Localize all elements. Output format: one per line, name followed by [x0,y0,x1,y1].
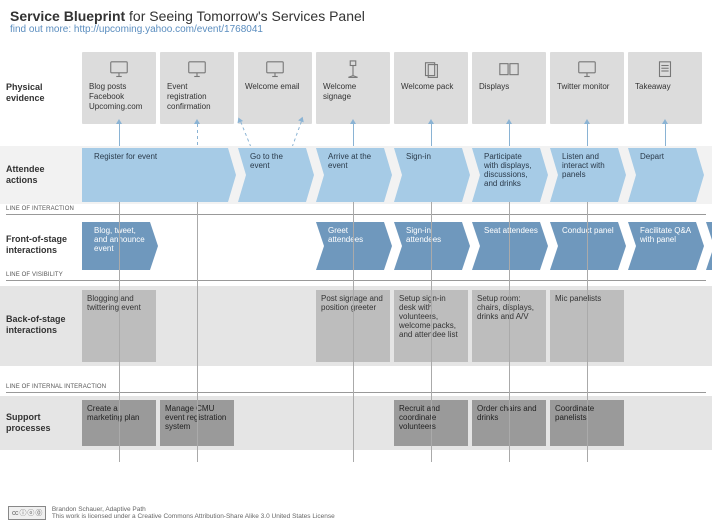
evidence-box: Twitter monitor [550,52,624,124]
evidence-label: Twitter monitor [555,82,619,92]
sign-icon [342,60,364,78]
row-label-front: Front-of-stage interactions [6,234,78,256]
arrow-up [197,124,198,146]
cc-badge: cc ⓘ ⓞ ⓪ [8,506,46,520]
link-url: http://upcoming.yahoo.com/event/1768041 [74,24,263,35]
monitor-icon [576,60,598,78]
row-label-attendee: Attendee actions [6,164,78,186]
evidence-label: Welcome pack [399,82,463,92]
arrow-up [509,124,510,146]
arrows-attendee-to-evidence [82,124,704,146]
vertical-connector [119,202,120,462]
displays-icon [498,60,520,78]
evidence-box: Welcome signage [316,52,390,124]
page-title: Service Blueprint for Seeing Tomorrow's … [10,8,702,24]
evidence-label: Takeaway [633,82,697,92]
arrow-up [240,122,251,146]
row-label-evidence: Physical evidence [6,82,78,104]
evidence-label: Welcome signage [321,82,385,102]
title-rest: for Seeing Tomorrow's Services Panel [125,8,365,24]
pack-icon [420,60,442,78]
evidence-box: Displays [472,52,546,124]
sheet-icon [654,60,676,78]
arrow-up [431,124,432,146]
lane-evidence: Blog posts Facebook Upcoming.com Event re… [82,52,704,128]
evidence-box: Blog posts Facebook Upcoming.com [82,52,156,124]
lane-attendee: Register for eventGo to the eventArrive … [82,146,704,204]
blueprint-grid: Physical evidence Blog posts Facebook Up… [0,52,712,450]
attendee-step: Depart [628,148,704,202]
evidence-label: Event registration confirmation [165,82,229,112]
vertical-connector [353,202,354,462]
attendee-step: Participate with displays, discussions, … [472,148,548,202]
subtitle-link[interactable]: find out more: http://upcoming.yahoo.com… [10,24,702,35]
vertical-connector [509,202,510,462]
title-bold: Service Blueprint [10,8,125,24]
evidence-label: Blog posts Facebook Upcoming.com [87,82,151,112]
monitor-icon [186,60,208,78]
attendee-step: Listen and interact with panels [550,148,626,202]
evidence-label: Displays [477,82,541,92]
row-label-support: Support processes [6,412,78,434]
vertical-connectors [82,202,704,462]
link-prefix: find out more: [10,24,74,35]
footer-text: Brandon Schauer, Adaptive Path This work… [52,506,335,520]
attendee-step: Arrive at the event [316,148,392,202]
attendee-step: Sign-in [394,148,470,202]
row-evidence: Physical evidence Blog posts Facebook Up… [0,52,712,128]
row-label-back: Back-of-stage interactions [6,314,78,336]
arrow-up [292,121,302,146]
evidence-box: Welcome email [238,52,312,124]
footer-author: Brandon Schauer, Adaptive Path [52,506,146,513]
arrow-up [665,124,666,146]
vertical-connector [431,202,432,462]
header: Service Blueprint for Seeing Tomorrow's … [0,0,712,37]
arrow-up [587,124,588,146]
arrow-up [353,124,354,146]
attendee-step: Register for event [82,148,236,202]
evidence-box: Event registration confirmation [160,52,234,124]
footer-license: This work is licensed under a Creative C… [52,513,335,520]
vertical-connector [197,202,198,462]
footer: cc ⓘ ⓞ ⓪ Brandon Schauer, Adaptive Path … [8,506,335,520]
monitor-icon [264,60,286,78]
vertical-connector [587,202,588,462]
evidence-label: Welcome email [243,82,307,92]
attendee-step: Go to the event [238,148,314,202]
front-step: Conclude panel [706,222,712,270]
monitor-icon [108,60,130,78]
row-attendee: Attendee actions Register for eventGo to… [0,146,712,204]
evidence-box: Takeaway [628,52,702,124]
evidence-box: Welcome pack [394,52,468,124]
arrow-up [119,124,120,146]
